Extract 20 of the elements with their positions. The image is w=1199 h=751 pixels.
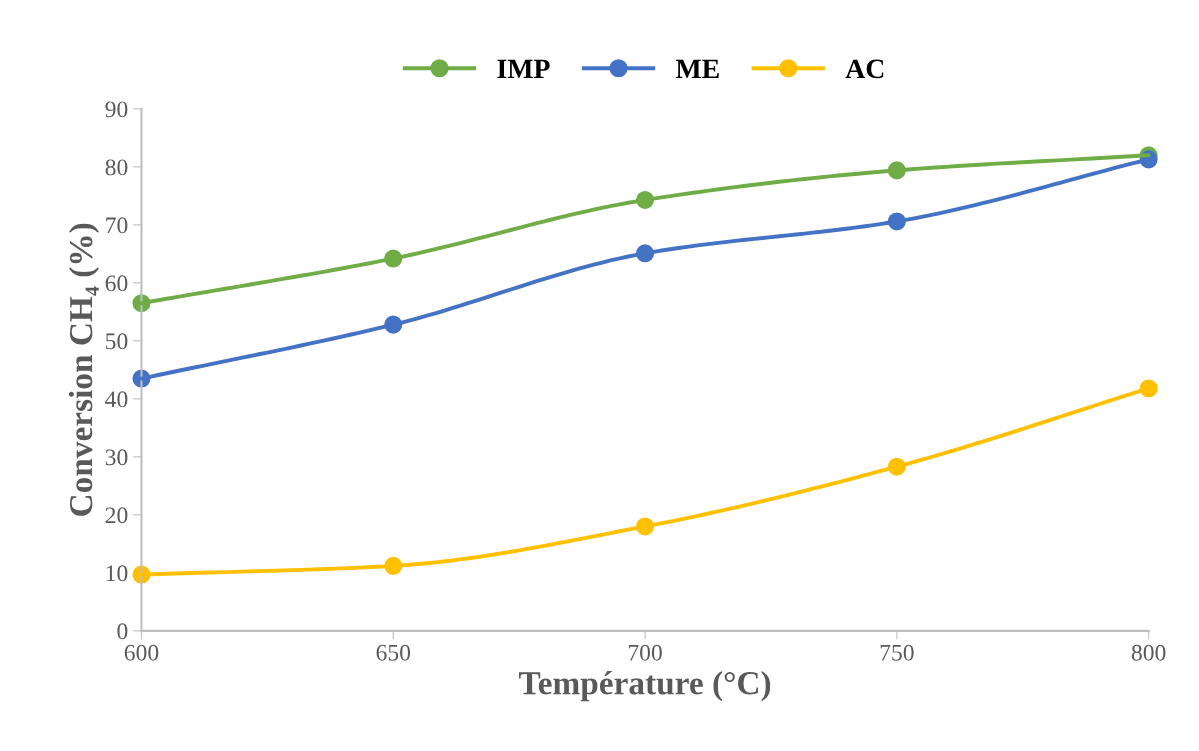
- y-tick-label: 10: [106, 565, 128, 582]
- legend-label: ME: [675, 59, 719, 78]
- y-tick-label: 90: [105, 101, 128, 118]
- y-tick-label: 30: [105, 449, 128, 466]
- y-tick-label: 50: [106, 333, 128, 350]
- legend-label: IMP: [497, 59, 550, 78]
- y-tick-label: 60: [105, 275, 128, 292]
- x-axis-title: Température (°C): [519, 671, 771, 702]
- y-tick-label: 40: [105, 391, 128, 408]
- y-tick-label: 20: [105, 507, 128, 524]
- x-tick-label: 650: [376, 644, 411, 661]
- y-tick-label: 80: [105, 159, 128, 176]
- y-axis-title: Conversion CH₄ (%): [68, 223, 100, 516]
- y-tick-label: 70: [106, 217, 128, 234]
- x-tick-label: 750: [880, 644, 914, 661]
- legend-label: AC: [845, 59, 884, 79]
- x-tick-label: 700: [628, 644, 662, 661]
- y-tick-label: 0: [117, 623, 128, 640]
- x-tick-label: 600: [124, 644, 159, 661]
- x-tick-label: 800: [1131, 644, 1166, 661]
